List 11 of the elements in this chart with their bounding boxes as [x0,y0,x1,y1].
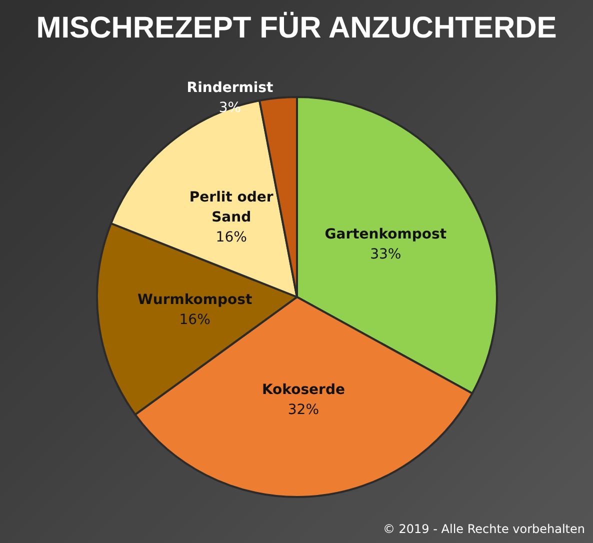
slice-label: Wurmkompost [137,292,252,308]
data-label: 32% [288,402,320,418]
slice-label: Kokoserde [262,382,345,398]
data-label: 16% [216,230,247,246]
slice-label: Gartenkompost [324,226,447,243]
data-label: 33% [370,246,402,263]
slice-label: Perlit oder Sand [189,190,274,226]
slice-label: Rindermist [186,80,274,96]
text: © 2019 - Alle Rechte vorbehalten [382,522,586,536]
data-label: 16% [179,312,210,328]
chart-title: MISCHREZEPT FÜR ANZUCHTERDE [36,12,557,44]
